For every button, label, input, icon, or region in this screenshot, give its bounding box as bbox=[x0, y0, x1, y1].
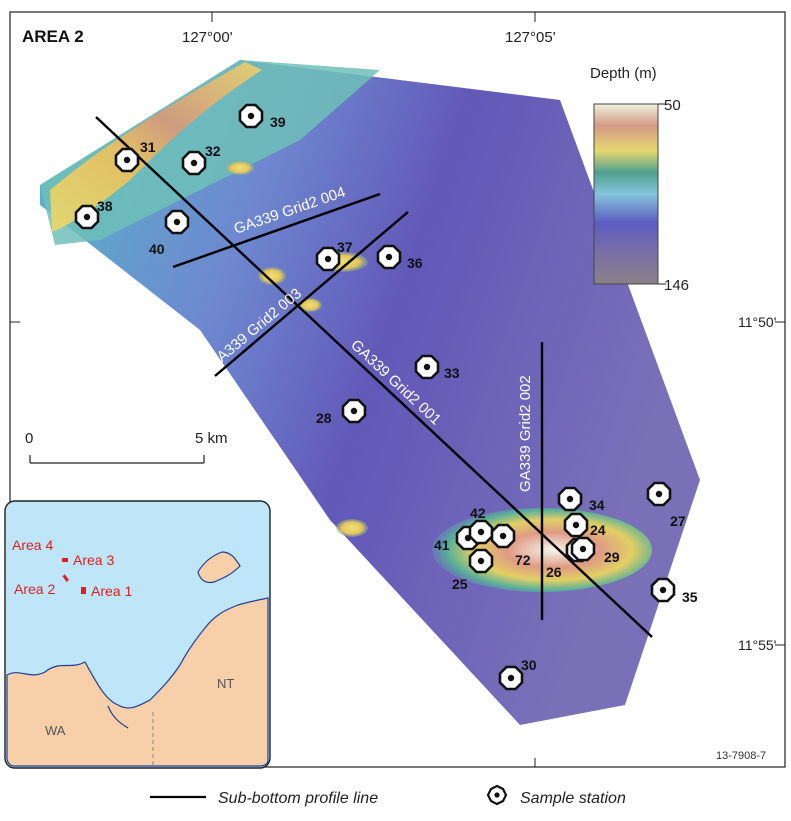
station-label-32: 32 bbox=[205, 143, 221, 159]
scale-bar-start-label: 0 bbox=[25, 430, 33, 447]
inset-label-wa: WA bbox=[45, 723, 66, 738]
station-label-25: 25 bbox=[452, 576, 468, 592]
station-label-40: 40 bbox=[149, 241, 165, 257]
station-label-35: 35 bbox=[682, 589, 698, 605]
station-label-29: 29 bbox=[604, 549, 620, 565]
lat-tick-label: 11°55' bbox=[738, 637, 776, 653]
profile-line-003 bbox=[214, 211, 409, 377]
depth-legend: Depth (m) 50 146 bbox=[590, 65, 689, 294]
station-marker-37 bbox=[315, 246, 341, 272]
figure-id: 13-7908-7 bbox=[716, 750, 766, 762]
map-legend: Sub-bottom profile line Sample station bbox=[150, 784, 626, 807]
scale-bar-end-label: 5 km bbox=[195, 430, 228, 447]
inset-map: Area 4 Area 3 Area 2 Area 1 NT WA bbox=[4, 500, 271, 769]
lon-tick-label: 127°00' bbox=[182, 29, 233, 46]
inset-label-area-1: Area 1 bbox=[91, 583, 132, 599]
station-marker-38 bbox=[74, 204, 100, 230]
sample-station-labels: 24 25 26 27 28 29 30 31 32 33 34 35 36 37 38 39 40 41 42 72 bbox=[97, 114, 698, 673]
depth-max-label: 50 bbox=[664, 97, 681, 114]
station-marker-29 bbox=[570, 536, 596, 562]
station-label-34: 34 bbox=[589, 497, 605, 513]
legend-sample-station-label: Sample station bbox=[520, 790, 626, 807]
station-marker-27 bbox=[646, 481, 672, 507]
station-marker-31 bbox=[114, 147, 140, 173]
station-label-27: 27 bbox=[670, 513, 686, 529]
inset-island bbox=[197, 551, 241, 584]
station-marker-72 bbox=[490, 523, 516, 549]
inset-inlet bbox=[107, 705, 129, 729]
station-marker-33 bbox=[414, 354, 440, 380]
station-marker-25 bbox=[468, 548, 494, 574]
inset-label-area-4: Area 4 bbox=[12, 537, 53, 553]
station-label-30: 30 bbox=[521, 657, 537, 673]
station-marker-36 bbox=[376, 244, 402, 270]
profile-label-002: GA339 Grid2 002 bbox=[517, 375, 534, 492]
station-marker-28 bbox=[341, 398, 367, 424]
station-label-26: 26 bbox=[546, 564, 562, 580]
lat-tick-label: 11°50' bbox=[738, 314, 776, 330]
inset-label-area-3: Area 3 bbox=[73, 552, 114, 568]
station-marker-42 bbox=[468, 519, 494, 545]
station-label-33: 33 bbox=[444, 365, 460, 381]
lon-tick-label: 127°05' bbox=[505, 29, 556, 46]
station-marker-30 bbox=[498, 665, 524, 691]
profile-line-001 bbox=[95, 116, 653, 638]
station-label-39: 39 bbox=[270, 114, 286, 130]
profile-lines bbox=[95, 116, 653, 638]
depth-min-label: 146 bbox=[664, 277, 689, 294]
station-marker-40 bbox=[164, 209, 190, 235]
station-label-36: 36 bbox=[407, 255, 423, 271]
station-marker-39 bbox=[238, 103, 264, 129]
inset-landmass bbox=[6, 597, 269, 767]
depth-legend-title: Depth (m) bbox=[590, 65, 657, 82]
station-label-24: 24 bbox=[590, 522, 606, 538]
inset-label-nt: NT bbox=[217, 676, 234, 691]
depth-color-bar bbox=[593, 103, 659, 285]
station-label-28: 28 bbox=[316, 410, 332, 426]
station-marker-35 bbox=[650, 577, 676, 603]
station-marker-32 bbox=[181, 150, 207, 176]
station-label-41: 41 bbox=[434, 537, 450, 553]
sample-station-icon bbox=[486, 784, 508, 806]
station-label-72: 72 bbox=[515, 552, 531, 568]
station-label-38: 38 bbox=[97, 198, 113, 214]
legend-profile-line-label: Sub-bottom profile line bbox=[218, 790, 378, 807]
station-label-31: 31 bbox=[140, 139, 156, 155]
area-title: AREA 2 bbox=[22, 27, 84, 46]
station-label-42: 42 bbox=[470, 505, 486, 521]
scale-bar bbox=[29, 455, 205, 464]
station-marker-34 bbox=[557, 486, 583, 512]
sample-stations bbox=[74, 103, 676, 691]
station-marker-24 bbox=[563, 512, 589, 538]
profile-line-004 bbox=[172, 192, 381, 269]
inset-label-area-2: Area 2 bbox=[14, 581, 55, 597]
station-label-37: 37 bbox=[337, 239, 353, 255]
